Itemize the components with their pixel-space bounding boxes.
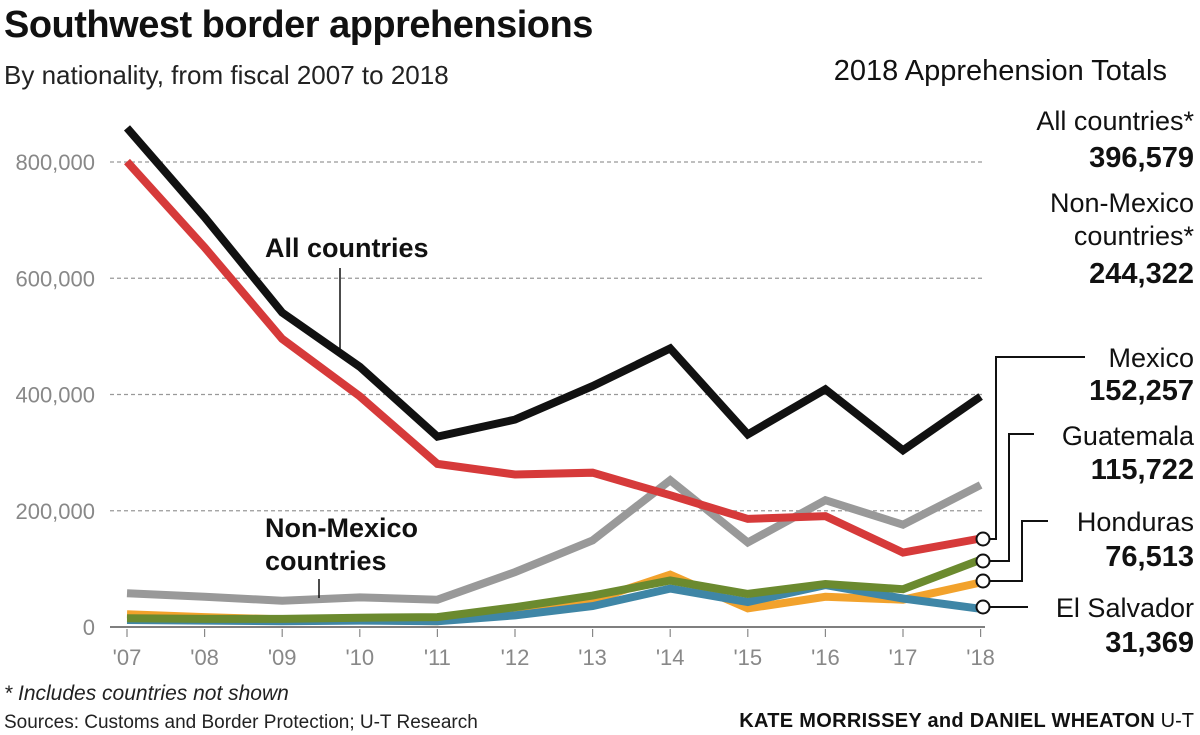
series-line-all-countries <box>123 125 983 456</box>
total-name: Honduras <box>1077 507 1194 537</box>
credit-authors: KATE MORRISSEY and DANIEL WHEATON <box>739 710 1156 732</box>
x-tick-label: '10 <box>345 645 374 670</box>
y-tick-label: 400,000 <box>15 383 95 408</box>
y-tick-label: 200,000 <box>15 499 95 524</box>
total-value: 31,369 <box>1105 627 1194 659</box>
x-tick-label: '17 <box>889 645 918 670</box>
gridlines <box>110 161 985 628</box>
y-axis-ticks: 0 200,000 400,000 600,000 800,000 <box>15 150 95 640</box>
credit-org: U-T <box>1160 710 1194 732</box>
totals-heading: 2018 Apprehension Totals <box>833 55 1167 87</box>
total-name: El Salvador <box>1056 593 1194 623</box>
x-tick-label: '18 <box>966 645 995 670</box>
total-name: Non-Mexico <box>1050 188 1194 218</box>
x-tick-label: '16 <box>811 645 840 670</box>
series-lines <box>123 125 983 626</box>
x-tick-label: '11 <box>424 645 451 670</box>
series-line-mexico <box>124 158 982 557</box>
x-tick-label: '08 <box>190 645 219 670</box>
x-tick-label: '09 <box>268 645 297 670</box>
x-tick-label: '07 <box>113 645 142 670</box>
credit: KATE MORRISSEY and DANIEL WHEATON U-T <box>739 710 1194 733</box>
total-value: 115,722 <box>1091 454 1194 486</box>
end-marker-honduras <box>975 573 991 589</box>
chart-subtitle: By nationality, from fiscal 2007 to 2018 <box>4 60 449 90</box>
leader-line-guatemala <box>983 433 1034 562</box>
footnote: * Includes countries not shown <box>4 682 289 705</box>
total-name: All countries* <box>1036 106 1194 136</box>
callout-non-mexico-line1: Non-Mexico <box>265 513 418 543</box>
y-tick-label: 800,000 <box>15 150 95 175</box>
total-value: 396,579 <box>1089 142 1194 174</box>
total-name: countries* <box>1074 221 1195 251</box>
x-tick-label: '15 <box>733 645 762 670</box>
y-tick-label: 0 <box>83 615 95 640</box>
total-name: Mexico <box>1108 343 1194 373</box>
callout-all-countries: All countries <box>265 233 429 263</box>
x-tick-label: '13 <box>578 645 607 670</box>
end-marker-guatemala <box>975 553 991 569</box>
x-tick-label: '12 <box>501 645 530 670</box>
end-marker-el-salvador <box>975 599 991 615</box>
end-markers <box>975 531 991 615</box>
leader-line-honduras <box>983 520 1048 582</box>
end-marker-mexico <box>975 531 991 547</box>
total-name: Guatemala <box>1062 421 1195 451</box>
total-value: 152,257 <box>1089 375 1194 407</box>
y-tick-label: 600,000 <box>15 266 95 291</box>
total-value: 76,513 <box>1105 541 1194 573</box>
x-tick-label: '14 <box>656 645 685 670</box>
callout-non-mexico-line2: countries <box>265 546 387 576</box>
total-value: 244,322 <box>1089 258 1194 290</box>
totals-panel: All countries* 396,579 Non-Mexicocountries… <box>1036 106 1195 659</box>
chart-title: Southwest border apprehensions <box>4 4 593 46</box>
x-axis-ticks: '07 '08 '09 '10 '11 '12 '13 '14 '15 '16 '17 '18 <box>113 629 995 670</box>
series-line-guatemala <box>126 555 983 623</box>
sources: Sources: Customs and Border Protection; … <box>4 712 478 733</box>
series-callouts: All countries Non-Mexico countries <box>265 233 429 598</box>
leader-lines <box>983 356 1085 608</box>
series-line-non-mexico-countries <box>126 475 983 605</box>
